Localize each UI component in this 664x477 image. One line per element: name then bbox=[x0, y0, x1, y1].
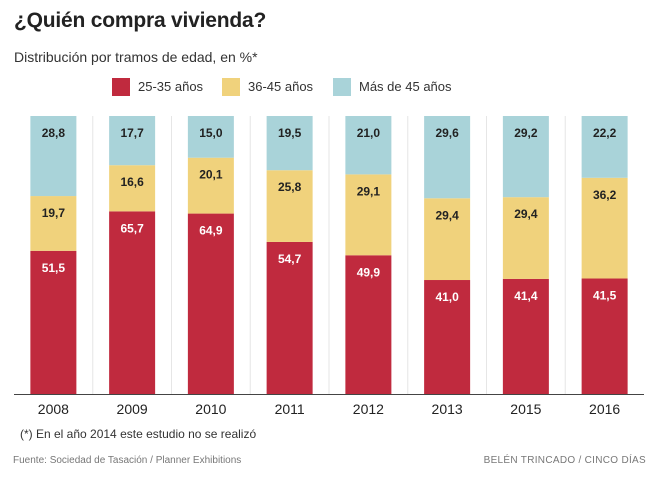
credit-text: BELÉN TRINCADO / CINCO DÍAS bbox=[483, 455, 646, 466]
x-tick-label-2015: 2015 bbox=[510, 401, 541, 417]
data-label-2009-36-45: 16,6 bbox=[120, 175, 144, 189]
bar-2013-25-35 bbox=[424, 280, 471, 394]
bar-2008-mas-45 bbox=[30, 116, 77, 197]
data-label-2012-36-45: 29,1 bbox=[357, 184, 381, 198]
data-label-2009-mas-45: 17,7 bbox=[120, 126, 144, 140]
bar-2016-25-35 bbox=[581, 278, 628, 394]
data-label-2016-36-45: 36,2 bbox=[593, 188, 617, 202]
footnote: (*) En el año 2014 este estudio no se re… bbox=[20, 427, 257, 441]
bar-2011-mas-45 bbox=[266, 116, 313, 171]
legend-label-25-35: 25-35 años bbox=[138, 79, 204, 94]
legend-label-mas-45: Más de 45 años bbox=[359, 79, 452, 94]
data-label-2010-mas-45: 15,0 bbox=[199, 126, 223, 140]
chart-subtitle: Distribución por tramos de edad, en %* bbox=[14, 49, 258, 65]
data-label-2012-mas-45: 21,0 bbox=[357, 126, 381, 140]
data-label-2011-25-35: 54,7 bbox=[278, 252, 302, 266]
bar-2011-36-45 bbox=[266, 170, 313, 242]
data-label-2009-25-35: 65,7 bbox=[120, 221, 144, 235]
x-tick-label-2011: 2011 bbox=[275, 401, 305, 417]
data-label-2015-25-35: 41,4 bbox=[514, 289, 538, 303]
bar-2011-25-35 bbox=[266, 241, 313, 394]
legend: 25-35 años 36-45 años Más de 45 años bbox=[0, 77, 664, 101]
data-label-2008-mas-45: 28,8 bbox=[42, 126, 66, 140]
bar-2016-36-45 bbox=[581, 177, 628, 279]
bar-2016-mas-45 bbox=[581, 116, 628, 178]
bar-2015-25-35 bbox=[502, 278, 549, 394]
data-label-2016-25-35: 41,5 bbox=[593, 289, 617, 303]
data-label-2016-mas-45: 22,2 bbox=[593, 126, 617, 140]
data-label-2011-36-45: 25,8 bbox=[278, 180, 302, 194]
data-label-2008-36-45: 19,7 bbox=[42, 206, 66, 220]
x-tick-label-2016: 2016 bbox=[589, 401, 620, 417]
bar-2015-36-45 bbox=[502, 197, 549, 279]
bar-2010-36-45 bbox=[187, 157, 234, 214]
bar-2009-25-35 bbox=[109, 211, 156, 394]
bar-2009-36-45 bbox=[109, 165, 156, 212]
data-label-2011-mas-45: 19,5 bbox=[278, 126, 302, 140]
bar-2009-mas-45 bbox=[109, 116, 156, 166]
x-tick-label-2008: 2008 bbox=[38, 401, 69, 417]
bar-2015-mas-45 bbox=[502, 116, 549, 198]
data-label-2013-36-45: 29,4 bbox=[435, 208, 459, 222]
bar-2012-25-35 bbox=[345, 255, 392, 394]
data-label-2015-36-45: 29,4 bbox=[514, 207, 538, 221]
legend-label-36-45: 36-45 años bbox=[248, 79, 314, 94]
bar-2013-36-45 bbox=[424, 198, 471, 281]
bar-2013-mas-45 bbox=[424, 116, 471, 199]
legend-swatch-25-35 bbox=[112, 78, 130, 96]
x-tick-label-2010: 2010 bbox=[195, 401, 226, 417]
bar-2010-25-35 bbox=[187, 213, 234, 394]
data-label-2010-25-35: 64,9 bbox=[199, 224, 223, 238]
data-label-2010-36-45: 20,1 bbox=[199, 168, 223, 182]
bar-2012-36-45 bbox=[345, 174, 392, 256]
bar-2010-mas-45 bbox=[187, 116, 234, 158]
x-tick-label-2013: 2013 bbox=[432, 401, 463, 417]
data-label-2013-mas-45: 29,6 bbox=[435, 126, 459, 140]
chart-title: ¿Quién compra vivienda? bbox=[14, 9, 267, 32]
legend-swatch-mas-45 bbox=[333, 78, 351, 96]
data-label-2012-25-35: 49,9 bbox=[357, 265, 381, 279]
data-label-2015-mas-45: 29,2 bbox=[514, 126, 538, 140]
bar-2008-36-45 bbox=[30, 196, 77, 251]
data-label-2008-25-35: 51,5 bbox=[42, 261, 66, 275]
data-label-2013-25-35: 41,0 bbox=[435, 290, 459, 304]
legend-swatch-36-45 bbox=[222, 78, 240, 96]
x-tick-label-2009: 2009 bbox=[117, 401, 148, 417]
stacked-bar-chart: 51,5 19,7 28,8 2008 65,7 16,6 17,7 2009 64,9 20,1… bbox=[14, 116, 644, 417]
bar-2012-mas-45 bbox=[345, 116, 392, 175]
source-text: Fuente: Sociedad de Tasación / Planner E… bbox=[13, 455, 242, 466]
bar-2008-25-35 bbox=[30, 250, 77, 394]
x-tick-label-2012: 2012 bbox=[353, 401, 384, 417]
